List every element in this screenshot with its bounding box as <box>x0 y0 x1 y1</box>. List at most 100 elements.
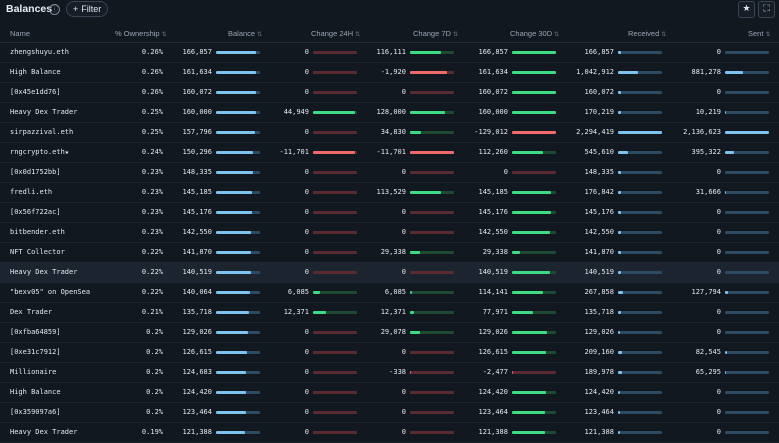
sort-icon: ⇅ <box>355 32 360 38</box>
row-name[interactable]: [0xfba64859] <box>10 328 61 336</box>
cell-c7: 113,529 <box>336 188 406 196</box>
table-row[interactable]: rngcrypto.eth★0.24%150,296-11,701-11,701… <box>0 143 779 163</box>
bar-sent <box>725 111 769 114</box>
row-name[interactable]: fredli.eth <box>10 188 52 196</box>
col-balance[interactable]: Balance⇅ <box>228 29 262 38</box>
bar-fill-c30 <box>512 251 520 254</box>
row-name[interactable]: [0x0d1752bb] <box>10 168 61 176</box>
bar-sent <box>725 191 769 194</box>
bar-sent <box>725 411 769 414</box>
cell-bal: 140,519 <box>142 268 212 276</box>
cell-sent: 0 <box>651 168 721 176</box>
bar-fill-rec <box>618 231 621 234</box>
row-name[interactable]: [0x359097a6] <box>10 408 61 416</box>
bar-sent <box>725 231 769 234</box>
row-name[interactable]: Heavy Dex Trader <box>10 268 77 276</box>
cell-rec: 1,042,912 <box>544 68 614 76</box>
cell-c24: 0 <box>239 248 309 256</box>
row-name[interactable]: [0xe31c7912] <box>10 348 61 356</box>
cell-bal: 145,185 <box>142 188 212 196</box>
cell-sent: 0 <box>651 48 721 56</box>
col-change-30d[interactable]: Change 30D⇅ <box>510 29 559 38</box>
cell-bal: 145,176 <box>142 208 212 216</box>
row-name[interactable]: Millionaire <box>10 368 56 376</box>
cell-c24: 12,371 <box>239 308 309 316</box>
info-icon[interactable]: ⓘ <box>49 4 60 15</box>
cell-c7: -11,701 <box>336 148 406 156</box>
cell-bal: 157,796 <box>142 128 212 136</box>
row-name[interactable]: High Balance <box>10 388 61 396</box>
cell-bal: 166,857 <box>142 48 212 56</box>
bar-fill-rec <box>618 51 621 54</box>
cell-sent: 82,545 <box>651 348 721 356</box>
filter-label: Filter <box>81 4 101 14</box>
plus-icon: + <box>73 4 78 14</box>
cell-bal: 161,634 <box>142 68 212 76</box>
row-name[interactable]: High Balance <box>10 68 61 76</box>
sort-icon: ⇅ <box>162 32 167 38</box>
col-received[interactable]: Received⇅ <box>628 29 666 38</box>
col-sent[interactable]: Sent⇅ <box>748 29 770 38</box>
row-name[interactable]: [0x56f722ac] <box>10 208 61 216</box>
row-name[interactable]: [0x45e1dd76] <box>10 88 61 96</box>
cell-c7: 12,371 <box>336 308 406 316</box>
cell-sent: 2,136,623 <box>651 128 721 136</box>
bar-sent <box>725 131 769 134</box>
row-name[interactable]: zhengshuyu.eth <box>10 48 69 56</box>
row-name[interactable]: Heavy Dex Trader <box>10 428 77 436</box>
bar-fill-rec <box>618 311 621 314</box>
cell-sent: 31,666 <box>651 188 721 196</box>
expand-icon[interactable]: ⛶ <box>758 1 775 18</box>
bar-fill-c7 <box>410 251 420 254</box>
row-name[interactable]: Dex Trader <box>10 308 52 316</box>
row-name[interactable]: "bexv05" on OpenSea <box>10 288 90 296</box>
bar-fill-sent <box>725 371 726 374</box>
cell-sent: 0 <box>651 428 721 436</box>
cell-sent: 395,322 <box>651 148 721 156</box>
cell-rec: 189,978 <box>544 368 614 376</box>
cell-sent: 0 <box>651 388 721 396</box>
cell-c30: 140,519 <box>438 268 508 276</box>
col-name[interactable]: Name <box>10 29 30 38</box>
cell-c7: -1,920 <box>336 68 406 76</box>
cell-sent: 0 <box>651 408 721 416</box>
filter-button[interactable]: +Filter <box>66 1 108 17</box>
row-name[interactable]: Heavy Dex Trader <box>10 108 77 116</box>
row-name[interactable]: NFT Collector <box>10 248 65 256</box>
star-icon[interactable]: ★ <box>738 1 755 18</box>
cell-sent: 0 <box>651 328 721 336</box>
cell-rec: 209,160 <box>544 348 614 356</box>
row-name[interactable]: sirpazzival.eth <box>10 128 73 136</box>
bar-fill-rec <box>618 431 620 434</box>
col-ownership[interactable]: % Ownership⇅ <box>115 29 167 38</box>
row-name[interactable]: bitbender.eth <box>10 228 65 236</box>
bar-fill-rec <box>618 71 638 74</box>
col-change-24h[interactable]: Change 24H⇅ <box>311 29 360 38</box>
cell-rec: 140,519 <box>544 268 614 276</box>
col-change-7d[interactable]: Change 7D⇅ <box>413 29 458 38</box>
bar-sent <box>725 71 769 74</box>
row-name[interactable]: rngcrypto.eth★ <box>10 148 69 156</box>
bar-fill-rec <box>618 291 623 294</box>
cell-bal: 140,064 <box>142 288 212 296</box>
